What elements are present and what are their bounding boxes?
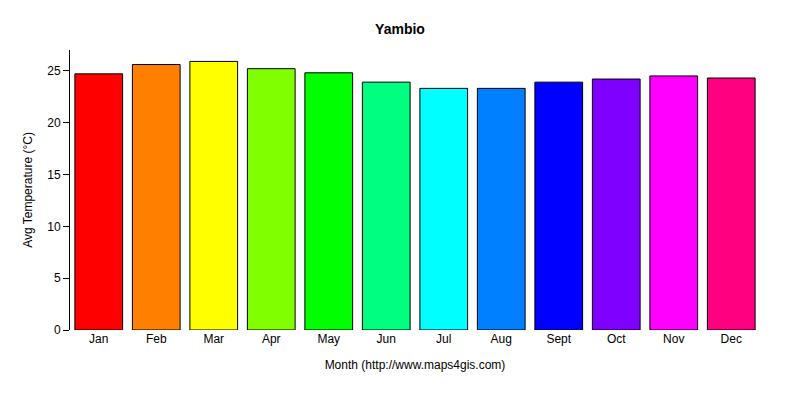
- svg-text:20: 20: [47, 116, 61, 130]
- svg-text:Feb: Feb: [146, 332, 167, 346]
- svg-text:25: 25: [47, 64, 61, 78]
- svg-text:Month (http://www.maps4gis.com: Month (http://www.maps4gis.com): [325, 358, 506, 372]
- svg-text:10: 10: [47, 220, 61, 234]
- svg-text:Oct: Oct: [607, 332, 626, 346]
- svg-text:Apr: Apr: [262, 332, 281, 346]
- svg-text:Jul: Jul: [436, 332, 451, 346]
- svg-text:5: 5: [54, 271, 61, 285]
- svg-text:Avg Temperature (°C): Avg Temperature (°C): [21, 132, 35, 248]
- svg-text:15: 15: [47, 168, 61, 182]
- svg-text:Yambio: Yambio: [375, 21, 425, 37]
- svg-text:Jan: Jan: [89, 332, 108, 346]
- svg-text:Jun: Jun: [377, 332, 396, 346]
- svg-text:Nov: Nov: [663, 332, 684, 346]
- svg-text:Dec: Dec: [721, 332, 742, 346]
- svg-text:Aug: Aug: [491, 332, 512, 346]
- svg-text:May: May: [317, 332, 340, 346]
- svg-text:0: 0: [54, 323, 61, 337]
- svg-text:Sept: Sept: [546, 332, 571, 346]
- svg-text:Mar: Mar: [203, 332, 224, 346]
